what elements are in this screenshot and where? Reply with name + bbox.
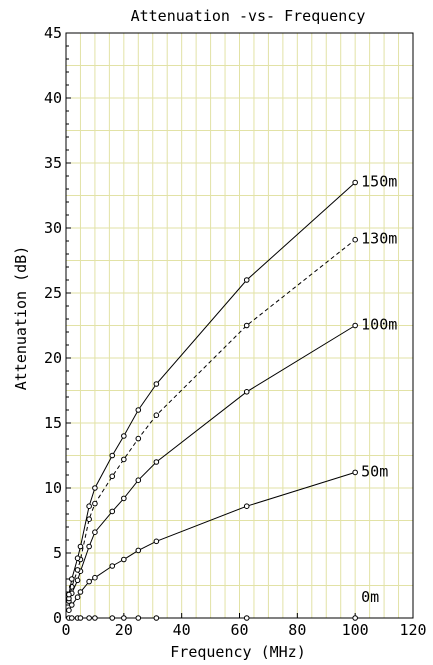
y-tick-label: 10 — [44, 479, 62, 497]
x-axis-label: Frequency (MHz) — [170, 643, 305, 661]
series-line-150m — [68, 182, 356, 595]
chart-title: Attenuation -vs- Frequency — [131, 7, 366, 25]
data-point-50m — [352, 469, 358, 476]
series-line-130m — [68, 239, 356, 599]
data-point-50m — [77, 589, 84, 595]
data-point-130m — [86, 516, 92, 523]
series-label-0m: 0m — [361, 588, 379, 606]
data-point-130m — [153, 412, 160, 419]
data-point-150m — [86, 503, 92, 510]
y-tick-label: 5 — [53, 544, 62, 562]
data-point-50m — [86, 578, 92, 585]
data-point-0m — [92, 615, 98, 621]
data-point-0m — [352, 615, 358, 621]
data-point-150m — [92, 485, 98, 491]
data-point-50m — [74, 594, 81, 601]
data-point-0m — [121, 615, 127, 621]
data-point-130m — [243, 322, 250, 329]
y-tick-label: 45 — [44, 24, 62, 42]
data-point-150m — [135, 407, 142, 413]
y-tick-label: 0 — [53, 609, 62, 627]
x-tick-label: 20 — [115, 621, 133, 639]
data-point-50m — [68, 602, 75, 608]
y-tick-label: 25 — [44, 284, 62, 302]
data-point-0m — [135, 615, 142, 621]
data-point-50m — [153, 538, 160, 545]
series-labels: 0m 50m 100m 130m 150m — [361, 173, 397, 607]
data-point-100m — [135, 477, 142, 484]
data-point-150m — [68, 576, 75, 582]
y-tick-label: 15 — [44, 414, 62, 432]
data-point-100m — [121, 495, 127, 502]
y-tick-label: 40 — [44, 89, 62, 107]
y-tick-label: 35 — [44, 154, 62, 172]
data-point-0m — [86, 615, 92, 621]
data-point-50m — [109, 563, 116, 569]
data-point-100m — [352, 322, 358, 329]
data-point-130m — [109, 473, 116, 480]
data-point-0m — [243, 615, 250, 621]
data-point-100m — [243, 389, 250, 395]
data-point-0m — [109, 615, 116, 621]
y-tick-label: 30 — [44, 219, 62, 237]
data-point-0m — [68, 615, 75, 621]
x-tick-label: 0 — [61, 621, 70, 639]
data-point-100m — [74, 577, 81, 584]
data-point-150m — [74, 555, 81, 562]
data-point-100m — [153, 459, 160, 465]
x-tick-label: 100 — [342, 621, 369, 639]
series-label-130m: 130m — [361, 230, 397, 248]
data-point-100m — [92, 529, 98, 536]
data-point-150m — [153, 381, 160, 387]
data-point-50m — [135, 547, 142, 554]
data-point-150m — [352, 179, 358, 186]
data-point-150m — [243, 277, 250, 283]
data-point-50m — [243, 503, 250, 510]
x-tick-label: 60 — [230, 621, 248, 639]
data-point-100m — [109, 508, 116, 515]
axis-ticks: 0 20 40 60 80 100 120 0 5 10 15 20 25 30 35 40 45 — [44, 24, 427, 639]
data-point-130m — [74, 567, 81, 573]
data-point-50m — [92, 574, 98, 581]
data-point-50m — [66, 607, 72, 614]
data-point-150m — [77, 543, 84, 550]
data-point-150m — [66, 591, 72, 598]
data-point-0m — [153, 615, 160, 621]
x-tick-label: 80 — [288, 621, 306, 639]
series-label-50m: 50m — [361, 462, 388, 480]
series-label-150m: 150m — [361, 173, 397, 191]
series-label-100m: 100m — [361, 316, 397, 334]
data-point-0m — [77, 615, 84, 621]
x-tick-label: 40 — [173, 621, 191, 639]
y-axis-label: Attenuation (dB) — [12, 246, 30, 391]
data-point-130m — [92, 500, 98, 507]
data-point-50m — [121, 556, 127, 563]
data-point-100m — [86, 543, 92, 550]
y-tick-label: 20 — [44, 349, 62, 367]
data-point-130m — [352, 236, 358, 243]
data-point-150m — [121, 433, 127, 439]
data-point-130m — [121, 456, 127, 463]
x-tick-label: 120 — [399, 621, 426, 639]
series-lines — [66, 179, 358, 621]
data-point-150m — [109, 452, 116, 459]
data-point-130m — [135, 435, 142, 442]
